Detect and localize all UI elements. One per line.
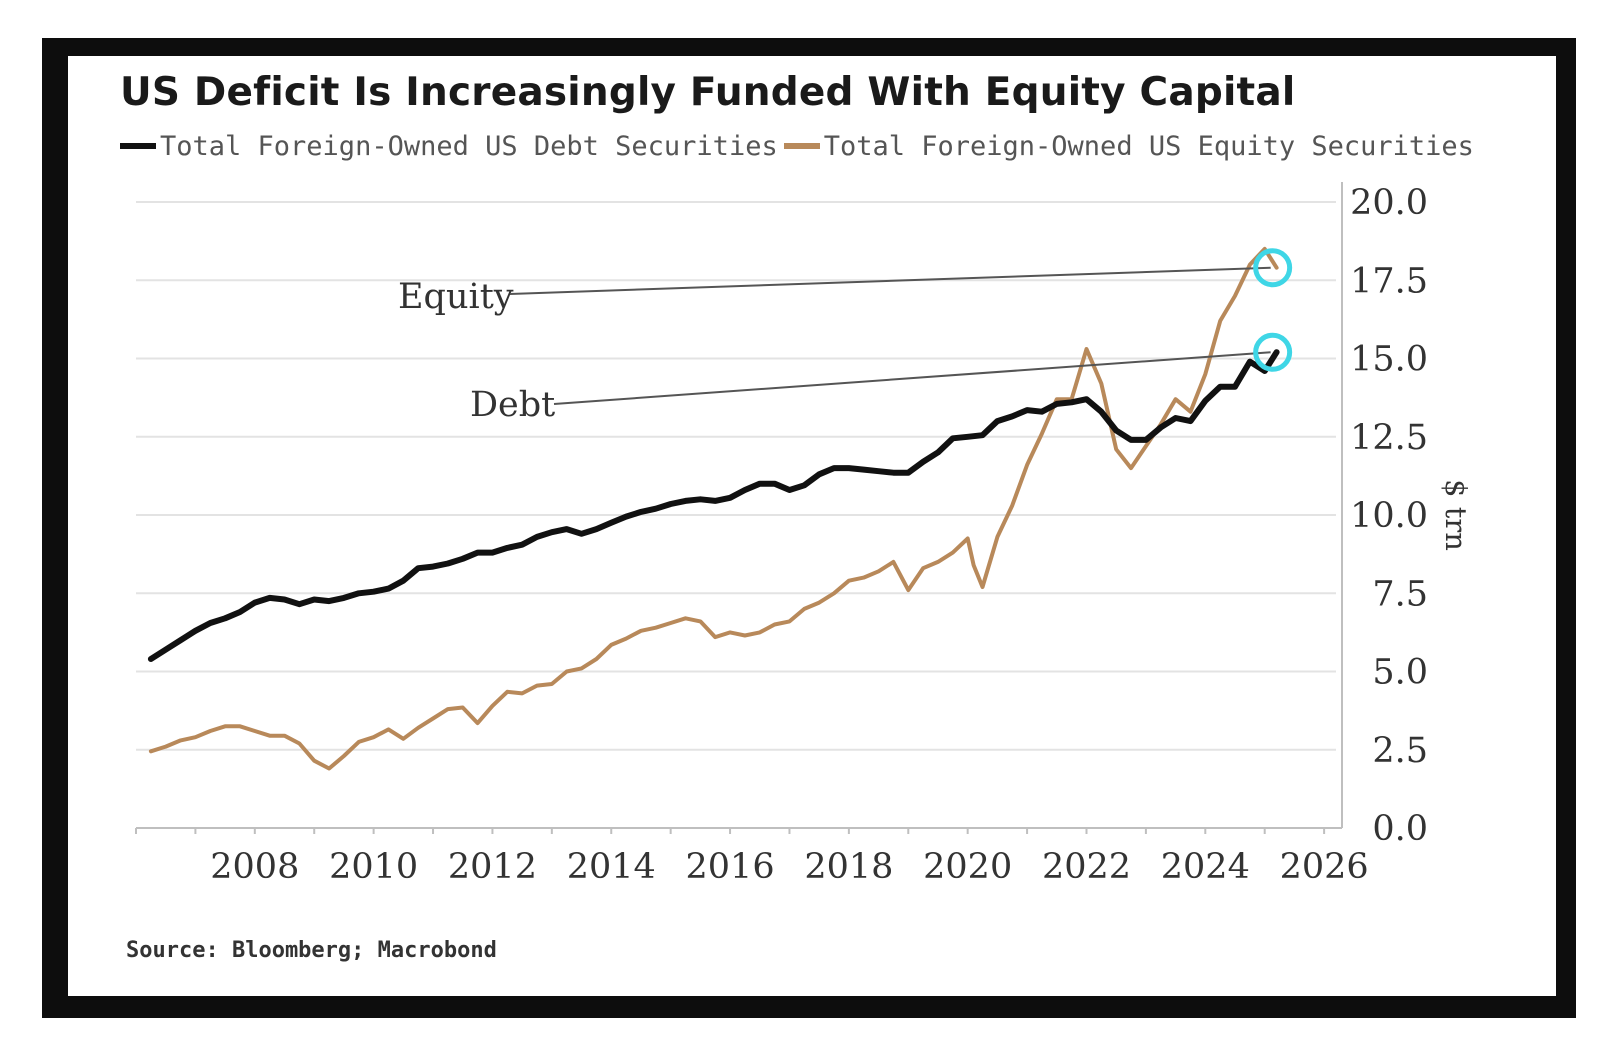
x-tick-label: 2010: [329, 847, 418, 887]
y-tick-label: 2.5: [1372, 731, 1428, 771]
y-tick-label: 0.0: [1372, 809, 1428, 849]
plot-area: 0.0 2.5 5.0 7.5 10.0 12.5 15.0 17.5 20.0 2008 2010…: [135, 182, 1473, 887]
x-tick-label: 2020: [923, 847, 1012, 887]
x-tick-label: 2016: [686, 847, 775, 887]
x-tick-label: 2024: [1161, 847, 1250, 887]
legend-label-equity: Total Foreign-Owned US Equity Securities: [823, 130, 1474, 162]
debt-annotation-ring: [1253, 332, 1293, 372]
legend-swatch-debt: [120, 143, 156, 149]
x-tick-label: 2014: [567, 847, 656, 887]
equity-annotation-ring: [1253, 248, 1293, 288]
debt-annotation-leader: [553, 351, 1271, 405]
y-tick-label: 17.5: [1350, 261, 1428, 301]
legend-item-debt: Total Foreign-Owned US Debt Securities: [120, 131, 778, 162]
chart-panel: US Deficit Is Increasingly Funded With E…: [68, 56, 1556, 996]
x-tick-label: 2008: [210, 847, 299, 887]
legend-item-equity: Total Foreign-Owned US Equity Securities: [783, 130, 1474, 162]
equity-annotation-leader: [509, 266, 1271, 295]
x-tick-label: 2026: [1280, 847, 1369, 887]
x-tick-label: 2022: [1042, 847, 1131, 887]
y-tick-label: 15.0: [1350, 340, 1428, 380]
debt-series-line: [147, 349, 1280, 662]
y-tick-label: 12.5: [1350, 418, 1428, 458]
equity-series-line: [148, 246, 1279, 771]
equity-annotation-label: Equity: [398, 277, 514, 317]
source-note: Source: Bloomberg; Macrobond: [126, 938, 497, 963]
x-tick-label: 2012: [448, 847, 537, 887]
y-tick-label: 20.0: [1350, 183, 1428, 223]
x-tick-label: 2018: [804, 847, 893, 887]
chart-title: US Deficit Is Increasingly Funded With E…: [120, 70, 1296, 115]
y-tick-label: 10.0: [1350, 496, 1428, 536]
y-tick-label: 5.0: [1372, 653, 1428, 693]
y-axis-label: $ trn: [1439, 479, 1473, 551]
legend: Total Foreign-Owned US Debt Securities T…: [120, 126, 1480, 166]
legend-label-debt: Total Foreign-Owned US Debt Securities: [160, 130, 778, 162]
debt-annotation-label: Debt: [470, 385, 555, 425]
legend-swatch-equity: [783, 143, 820, 149]
y-tick-label: 7.5: [1372, 574, 1428, 614]
